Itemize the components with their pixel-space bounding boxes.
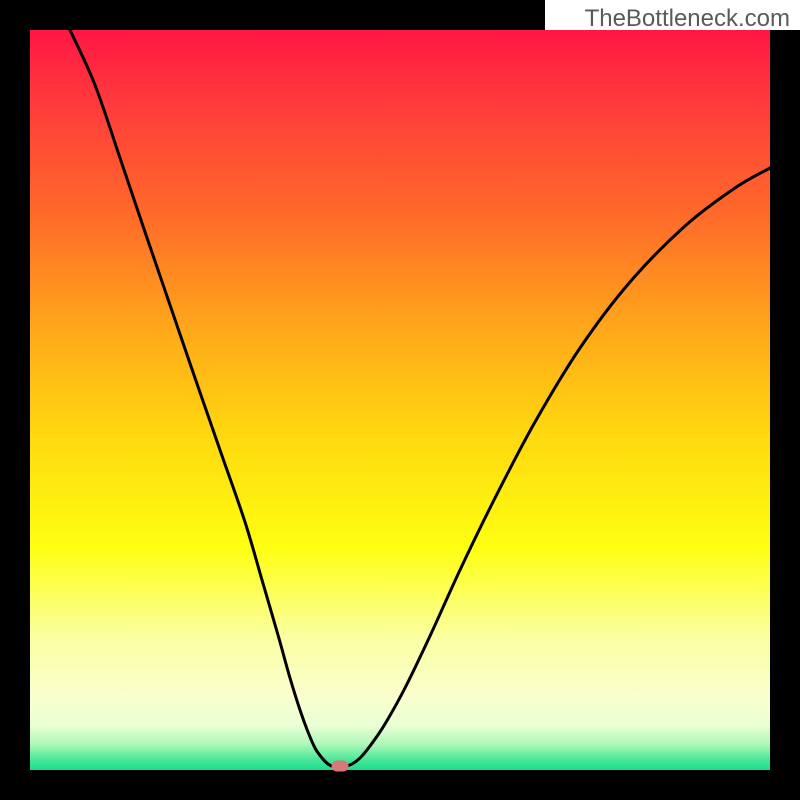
optimum-marker: [332, 761, 349, 772]
bottleneck-chart: TheBottleneck.com: [0, 0, 800, 800]
chart-container: TheBottleneck.com: [0, 0, 800, 800]
plot-area: [30, 30, 770, 770]
watermark-text: TheBottleneck.com: [585, 5, 790, 32]
